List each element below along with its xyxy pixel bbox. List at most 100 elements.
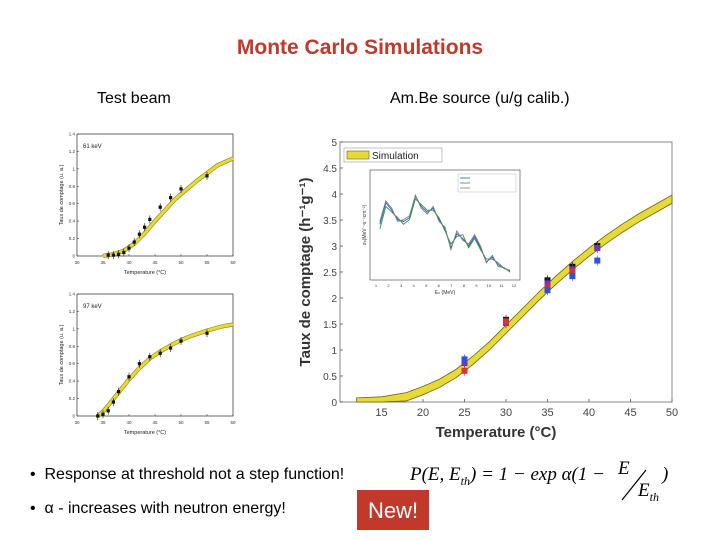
legend-label: Simulation [372, 151, 419, 162]
y-tick-label: 0 [331, 398, 337, 409]
inset-x-tick-label: 2 [387, 283, 390, 288]
x-tick-label: 35 [541, 407, 553, 419]
data-point [179, 187, 183, 191]
y-tick-label: 0 [72, 414, 75, 419]
y-tick-label: 0.2 [69, 396, 76, 401]
inset-x-tick-label: 7 [450, 283, 453, 288]
chart-61kev: 30 35 40 45 50 55 60 0 0.2 0.4 0.6 0.8 1 1.2 1.4 61 keV… [59, 132, 236, 277]
inset-x-axis-label: Eₙ (MeV) [435, 290, 456, 296]
x-axis-label: Temperature (°C) [124, 270, 166, 276]
inset-x-tick-label: 5 [425, 283, 428, 288]
fraction-slash [621, 469, 647, 501]
y-tick-label: 1 [331, 346, 337, 357]
y-tick-label: 0.6 [69, 361, 76, 366]
x-tick-label: 50 [178, 260, 184, 265]
formula-denominator: Eth [638, 480, 659, 504]
data-point [205, 174, 209, 178]
data-point [461, 367, 468, 374]
x-tick-label: 50 [178, 420, 184, 425]
inset-legend [457, 173, 517, 193]
x-tick-label: 40 [126, 260, 132, 265]
formula: P(E, Eth) = 1 − exp α(1 − E Eth ) [408, 458, 678, 505]
y-tick-label: 1.4 [69, 292, 76, 297]
formula-lhs: P(E, Eth) = 1 − exp α(1 − [410, 464, 605, 488]
y-tick-label: 0.4 [69, 379, 76, 384]
data-point [148, 217, 152, 221]
y-tick-label: 3 [331, 242, 337, 253]
formula-close: ) [662, 464, 669, 485]
x-tick-label: 40 [583, 407, 595, 419]
y-tick-label: 5 [331, 138, 337, 149]
data-point [117, 390, 121, 394]
y-tick-label: 0.8 [69, 184, 76, 189]
data-point [101, 412, 105, 416]
data-point [205, 331, 209, 335]
y-tick-label: 4 [331, 190, 337, 201]
data-point [96, 414, 100, 418]
y-tick-label: 2.5 [323, 268, 337, 279]
data-point [143, 225, 147, 229]
x-tick-label: 30 [74, 420, 80, 425]
inset-x-tick-label: 8 [463, 283, 466, 288]
data-point [137, 362, 141, 366]
y-axis-label: Taux de comptage (u. a.) [59, 324, 65, 385]
bullet-2-text: α - increases with neutron energy! [44, 500, 286, 517]
data-point [132, 240, 136, 244]
x-tick-label: 35 [100, 260, 106, 265]
legend-swatch [346, 150, 370, 160]
data-point [169, 196, 173, 200]
x-tick-label: 60 [230, 260, 236, 265]
bullet-dot: • [30, 466, 36, 483]
bullet-1-text: Response at threshold not a step functio… [44, 466, 345, 483]
chart-97kev: 30 35 40 45 50 55 60 0 0.2 0.4 0.6 0.8 1 1.2 1.4 97 keV… [59, 292, 236, 437]
x-axis-label: Temperature (°C) [124, 430, 166, 436]
formula-numerator: E [618, 458, 630, 479]
x-tick-label: 25 [458, 407, 470, 419]
data-point [158, 351, 162, 355]
chart-ambe: 15 20 25 30 35 40 45 5000.511.522.533.544.55Tem… [297, 138, 678, 441]
y-tick-label: 3.5 [323, 216, 337, 227]
bullet-1: • Response at threshold not a step funct… [30, 466, 344, 484]
panel-label: 97 keV [83, 304, 102, 310]
inset-spectrum-line [379, 193, 511, 273]
inset-y-axis-label: σₙ(MeV⁻¹s⁻¹cm⁻²) [362, 204, 368, 245]
x-tick-label: 45 [152, 420, 158, 425]
y-axis-label: Taux de comptage (h⁻¹g⁻¹) [297, 178, 314, 367]
x-tick-label: 30 [500, 407, 512, 419]
y-tick-label: 0.4 [69, 219, 76, 224]
data-point [544, 287, 551, 294]
data-point [158, 205, 162, 209]
y-tick-label: 0.5 [323, 372, 337, 383]
inset-x-tick-label: 9 [475, 283, 478, 288]
data-point [169, 346, 173, 350]
y-tick-label: 2 [331, 294, 337, 305]
data-point [122, 250, 126, 255]
inset-spectrum-line [379, 198, 511, 271]
bullet-dot: • [30, 500, 36, 517]
data-point [111, 400, 115, 404]
slide-title: Monte Carlo Simulations [236, 36, 484, 59]
y-tick-label: 1 [72, 166, 75, 171]
x-tick-label: 15 [375, 407, 387, 419]
data-point [117, 252, 121, 256]
data-point [106, 409, 110, 413]
y-tick-label: 0 [72, 254, 75, 259]
x-tick-label: 50 [666, 407, 678, 419]
left-subtitle: Test beam [97, 90, 171, 107]
right-subtitle: Am.Be source (u/g calib.) [390, 90, 570, 107]
x-tick-label: 30 [74, 260, 80, 265]
panel-label: 61 keV [83, 144, 102, 150]
data-point [179, 339, 183, 343]
data-point [503, 318, 509, 325]
y-tick-label: 0.8 [69, 344, 76, 349]
y-axis-label: Taux de comptage (u. a.) [59, 164, 65, 225]
bullet-2: • α - increases with neutron energy! [30, 500, 286, 518]
y-tick-label: 1.4 [69, 132, 76, 137]
plot-frame [76, 133, 234, 257]
x-tick-label: 55 [204, 260, 210, 265]
new-badge: New! [357, 490, 429, 530]
y-tick-label: 0.2 [69, 236, 76, 241]
data-point [127, 246, 131, 250]
data-point [106, 253, 110, 257]
data-point [569, 273, 576, 280]
